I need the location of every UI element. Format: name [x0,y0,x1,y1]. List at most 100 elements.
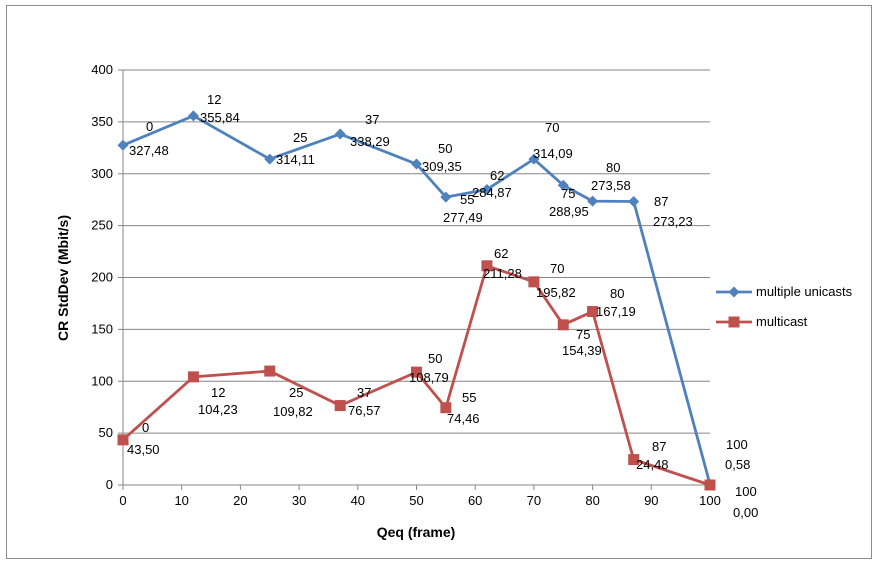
data-point [187,110,199,122]
data-label-y: 154,39 [562,343,602,358]
data-label-x: 12 [207,92,221,107]
legend: multiple unicasts multicast [716,284,853,329]
x-tick-label: 20 [233,493,247,508]
data-label-y: 195,82 [536,285,576,300]
data-point [334,128,346,140]
data-label-y: 277,49 [443,210,483,225]
data-label-x: 25 [293,130,307,145]
data-label-y: 327,48 [129,143,169,158]
x-tick-label: 0 [119,493,126,508]
data-label-x: 62 [494,246,508,261]
data-label-y: 43,50 [127,442,160,457]
y-tick-labels: 0 50 100 150 200 250 300 350 400 [91,62,113,492]
data-label-x: 50 [438,141,452,156]
y-tick-label: 350 [91,114,113,129]
data-point [628,454,640,466]
y-tick-label: 400 [91,62,113,77]
data-label-y: 338,29 [350,134,390,149]
y-tick-label: 150 [91,321,113,336]
x-tick-label: 70 [527,493,541,508]
gridlines [118,69,711,490]
data-label-y: 104,23 [198,402,238,417]
data-point [481,183,493,195]
data-point [117,434,129,446]
data-label-x: 100 [735,484,757,499]
legend-marker [728,316,740,328]
data-label-y: 314,09 [533,146,573,161]
data-label-x: 0 [142,420,149,435]
data-label-y: 309,35 [422,159,462,174]
data-label-x: 37 [365,112,379,127]
x-tick-label: 40 [351,493,365,508]
legend-label: multiple unicasts [756,284,853,299]
data-point [587,306,599,318]
data-label-x: 50 [428,351,442,366]
data-label-x: 80 [606,160,620,175]
y-tick-label: 200 [91,270,113,285]
y-tick-label: 300 [91,166,113,181]
data-label-y: 167,19 [596,304,636,319]
data-point [557,179,569,191]
y-tick-label: 100 [91,373,113,388]
data-label-x: 55 [462,390,476,405]
series-line [122,114,712,485]
data-label-y: 24,48 [636,457,669,472]
data-label-y: 314,11 [276,152,315,167]
data-label-x: 55 [460,192,474,207]
data-point [587,195,599,207]
data-point [557,319,569,331]
data-label-y: 0,58 [725,457,750,472]
data-label-x: 37 [357,385,371,400]
data-label-x: 12 [211,385,225,400]
series-2 [117,260,716,491]
x-tick-label: 50 [409,493,423,508]
data-label-y: 273,23 [653,214,693,229]
data-point [481,260,493,272]
data-label-y: 108,79 [409,370,449,385]
data-label-x: 80 [610,286,624,301]
chart-frame [6,5,872,559]
data-point [411,158,422,170]
x-axis-title: Qeq (frame) [377,524,456,540]
data-label-y: 284,87 [472,185,512,200]
axes [122,70,710,486]
data-label-y: 288,95 [549,204,589,219]
data-label-x: 70 [545,120,559,135]
data-label-y: 355,84 [200,110,240,125]
x-tick-label: 100 [699,493,721,508]
series-layer [117,110,716,491]
data-label-x: 62 [490,168,504,183]
legend-item: multiple unicasts [716,284,853,299]
data-point [334,400,346,412]
series-1 [117,110,716,490]
legend-item: multicast [716,314,808,329]
y-tick-label: 50 [99,425,113,440]
y-tick-label: 0 [106,477,113,492]
data-label-x: 25 [289,385,303,400]
data-point [440,191,452,203]
x-tick-label: 60 [468,493,482,508]
data-label-x: 87 [654,194,668,209]
x-tick-label: 80 [585,493,599,508]
data-label-y: 0,00 [733,505,758,520]
data-label-x: 75 [576,327,590,342]
y-axis-title: CR StdDev (Mbit/s) [55,215,71,341]
data-point [411,366,422,378]
data-point [264,153,276,165]
data-point [264,365,276,377]
data-point [117,139,129,151]
series-line [122,264,711,487]
y-tick-label: 250 [91,218,113,233]
data-label-x: 87 [652,439,666,454]
data-label-x: 75 [561,186,575,201]
data-label-x: 100 [726,437,748,452]
x-tick-label: 90 [644,493,658,508]
legend-marker [728,286,740,298]
data-point [704,479,716,491]
data-label-y: 109,82 [273,404,313,419]
x-tick-label: 10 [174,493,188,508]
data-label-y: 211,28 [483,266,522,281]
data-label-x: 0 [146,119,153,134]
data-point [628,196,640,208]
data-label-y: 76,57 [348,403,381,418]
